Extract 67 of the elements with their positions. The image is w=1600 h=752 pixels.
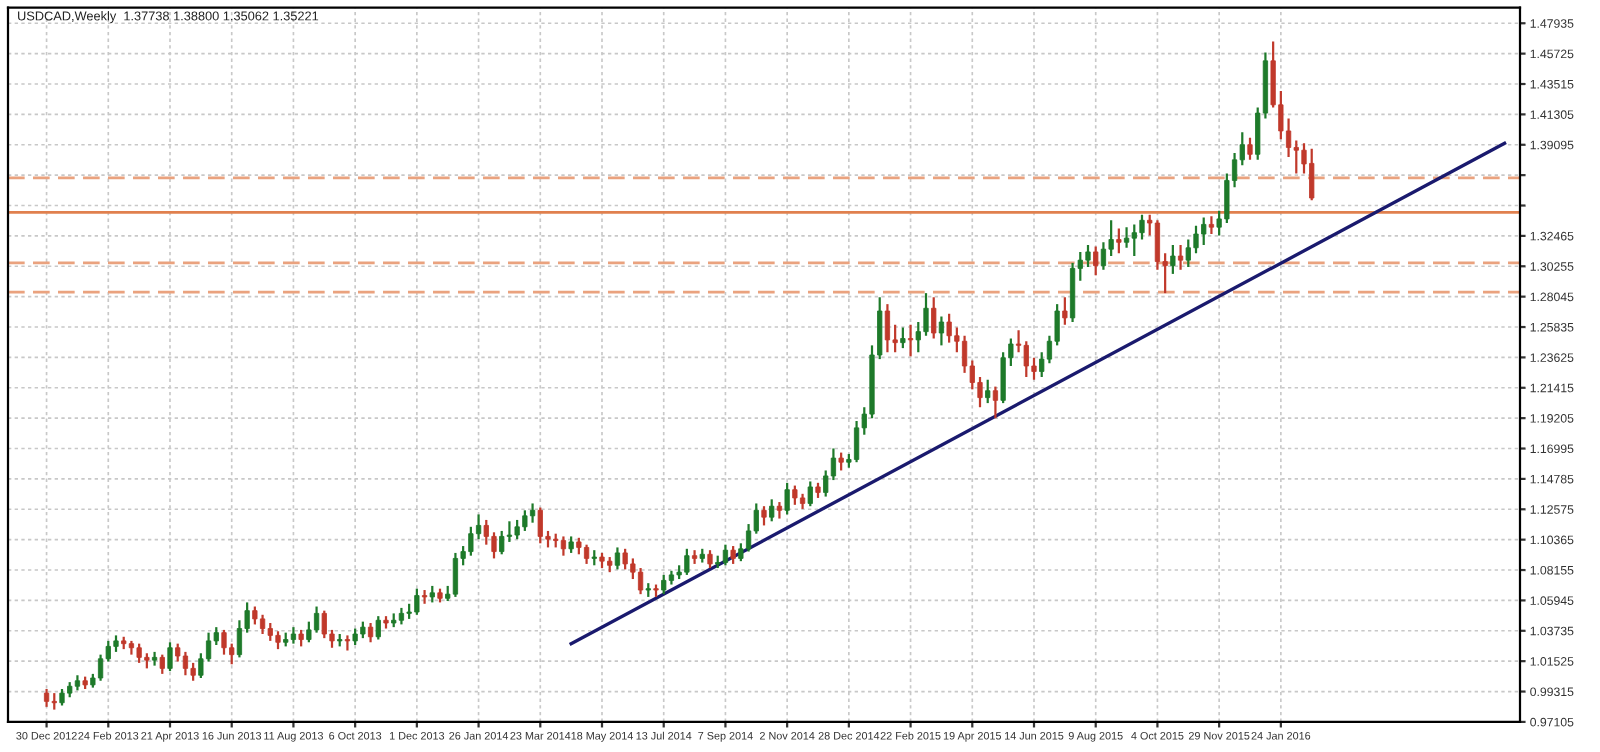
candlestick [1093, 245, 1099, 277]
candlestick [1170, 243, 1176, 276]
candlestick [761, 505, 767, 527]
candlestick [1177, 243, 1184, 271]
candlestick [1085, 243, 1091, 269]
candlestick [992, 385, 999, 420]
candlestick [421, 588, 428, 605]
candlestick [938, 315, 945, 347]
candlestick [529, 502, 536, 524]
candlestick [1123, 226, 1130, 249]
candlestick [522, 509, 528, 533]
candlestick [853, 419, 860, 464]
candlestick [622, 547, 628, 571]
candlestick [900, 326, 906, 350]
candlestick [1139, 213, 1145, 241]
candlestick [159, 653, 165, 675]
candlestick [537, 506, 543, 545]
candlestick [637, 566, 644, 596]
candlestick [1131, 223, 1137, 258]
candlestick [684, 547, 690, 577]
candlestick [946, 312, 952, 344]
candlestick [151, 650, 158, 667]
candlestick [1309, 147, 1315, 202]
candlestick [1193, 224, 1199, 255]
candlestick [884, 303, 891, 354]
candlestick [313, 605, 320, 634]
candlestick [1247, 136, 1253, 161]
candlestick [182, 650, 189, 677]
candlestick [97, 653, 104, 682]
candlestick [907, 323, 914, 358]
candlestick [483, 518, 489, 546]
candlestick [414, 587, 420, 616]
candlestick [691, 549, 698, 566]
candlestick [367, 621, 374, 644]
candlestick [506, 520, 513, 544]
candlestick [722, 543, 729, 567]
candlestick [769, 498, 775, 523]
candlestick [499, 529, 505, 556]
candlestick [661, 573, 667, 596]
candlestick [776, 500, 783, 520]
candlestick [1100, 241, 1107, 271]
candlestick [514, 518, 520, 541]
candlestick [583, 543, 590, 566]
candlestick [792, 484, 798, 506]
candlestick [1208, 215, 1215, 236]
candlestick [1185, 238, 1191, 269]
candlestick [167, 641, 173, 673]
candlestick [452, 551, 459, 599]
candlestick [1000, 351, 1006, 405]
candlestick [221, 628, 227, 656]
candlestick [1154, 219, 1161, 271]
candlestick [807, 480, 813, 508]
candlestick [614, 546, 621, 571]
candlestick [321, 609, 327, 640]
candlestick [923, 292, 929, 337]
candlestick [375, 615, 381, 641]
candlestick [784, 481, 790, 516]
candlestick [491, 531, 497, 560]
candlestick [259, 613, 266, 636]
candlestick [136, 642, 142, 664]
candlestick [560, 535, 567, 557]
candlestick [1116, 227, 1122, 255]
candlestick [1201, 216, 1207, 247]
candlestick [344, 634, 351, 652]
candlestick [985, 378, 991, 405]
candlestick [931, 296, 937, 340]
candlestick [1062, 296, 1068, 326]
